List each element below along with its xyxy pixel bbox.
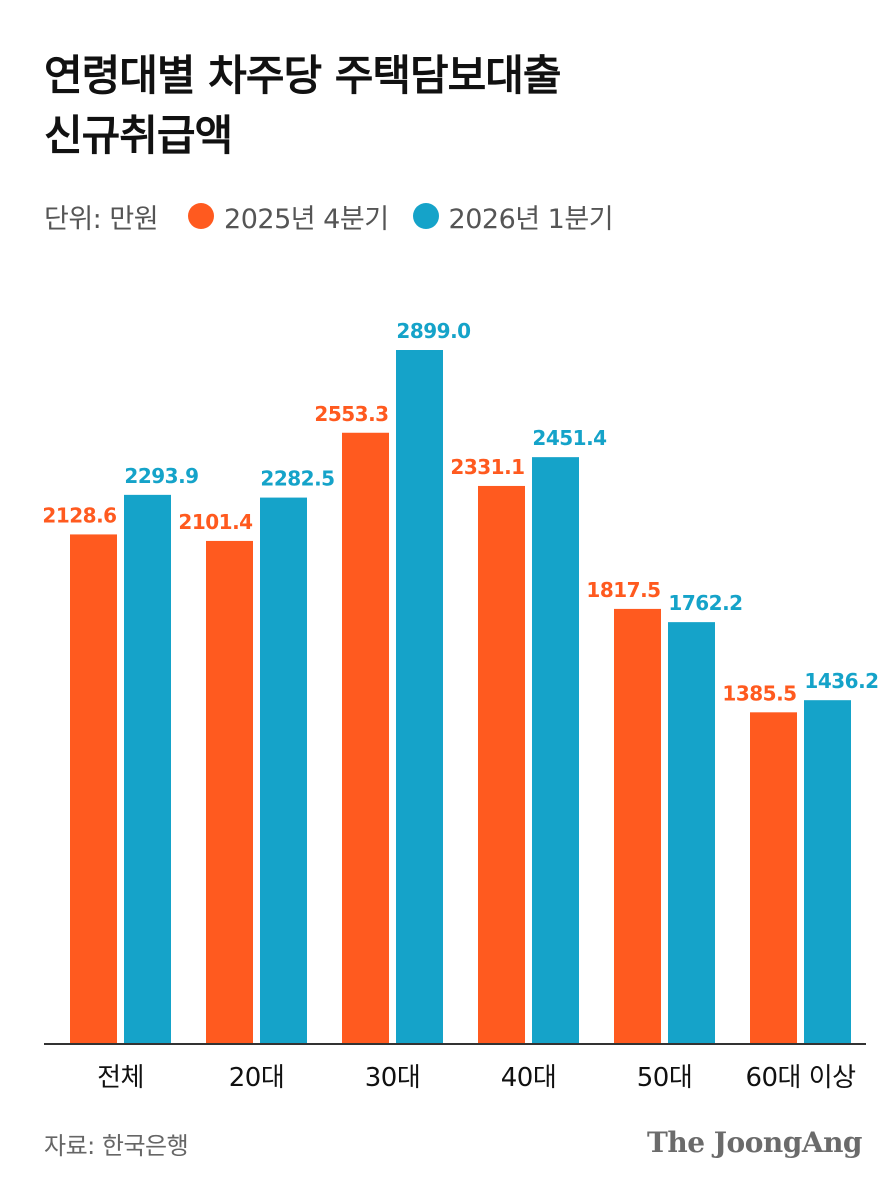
bar-2025q4-5 xyxy=(750,712,797,1044)
data-label-2026q1-0: 2293.9 xyxy=(124,464,198,488)
legend-label-2026q1: 2026년 1분기 xyxy=(448,203,614,235)
data-label-2026q1-5: 1436.2 xyxy=(804,669,878,693)
bar-2025q4-2 xyxy=(342,432,389,1044)
data-label-2025q4-1: 2101.4 xyxy=(178,510,252,534)
x-tick-label-2: 30대 xyxy=(365,1063,421,1093)
data-label-2026q1-3: 2451.4 xyxy=(532,426,606,450)
data-label-2026q1-4: 1762.2 xyxy=(668,591,742,615)
chart-title-line-1: 연령대별 차주당 주택담보대출 xyxy=(44,51,562,100)
x-tick-label-3: 40대 xyxy=(501,1063,557,1093)
x-tick-label-1: 20대 xyxy=(229,1063,285,1093)
data-label-2025q4-0: 2128.6 xyxy=(42,503,116,527)
bar-2026q1-3 xyxy=(532,457,579,1045)
bar-2025q4-1 xyxy=(206,540,253,1044)
brand-logo: The JoongAng xyxy=(647,1126,862,1159)
x-tick-label-0: 전체 xyxy=(97,1063,144,1093)
data-label-2026q1-1: 2282.5 xyxy=(260,467,334,491)
chart-title: 연령대별 차주당 주택담보대출 신규취급액 xyxy=(44,46,824,166)
bar-2026q1-2 xyxy=(396,350,443,1044)
bar-2026q1-5 xyxy=(804,700,851,1044)
legend-label-2025q4: 2025년 4분기 xyxy=(224,203,389,235)
x-tick-label-4: 50대 xyxy=(637,1063,693,1093)
bar-2026q1-1 xyxy=(260,497,307,1045)
bar-2026q1-4 xyxy=(668,622,715,1044)
data-label-2026q1-2: 2899.0 xyxy=(396,319,470,343)
data-label-2025q4-4: 1817.5 xyxy=(586,578,660,602)
legend-item-2026q1: 2026년 1분기 xyxy=(412,197,614,236)
data-label-2025q4-3: 2331.1 xyxy=(450,455,524,479)
source-note: 자료: 한국은행 xyxy=(44,1132,189,1160)
bar-2025q4-3 xyxy=(478,485,525,1044)
data-label-2025q4-2: 2553.3 xyxy=(314,402,388,426)
bar-2025q4-4 xyxy=(614,608,661,1044)
legend-swatch-2026q1 xyxy=(412,203,439,229)
data-label-2025q4-5: 1385.5 xyxy=(722,681,796,705)
bar-2026q1-0 xyxy=(124,494,171,1044)
unit-label: 단위: 만원 xyxy=(44,203,159,235)
chart-meta-row: 단위: 만원 2025년 4분기 2026년 1분기 xyxy=(44,196,637,236)
x-tick-label-5: 60대 이상 xyxy=(745,1063,855,1093)
legend-swatch-2025q4 xyxy=(188,203,215,229)
legend-item-2025q4: 2025년 4분기 xyxy=(188,197,389,236)
chart-title-line-2: 신규취급액 xyxy=(44,111,233,160)
bar-2025q4-0 xyxy=(70,534,117,1044)
